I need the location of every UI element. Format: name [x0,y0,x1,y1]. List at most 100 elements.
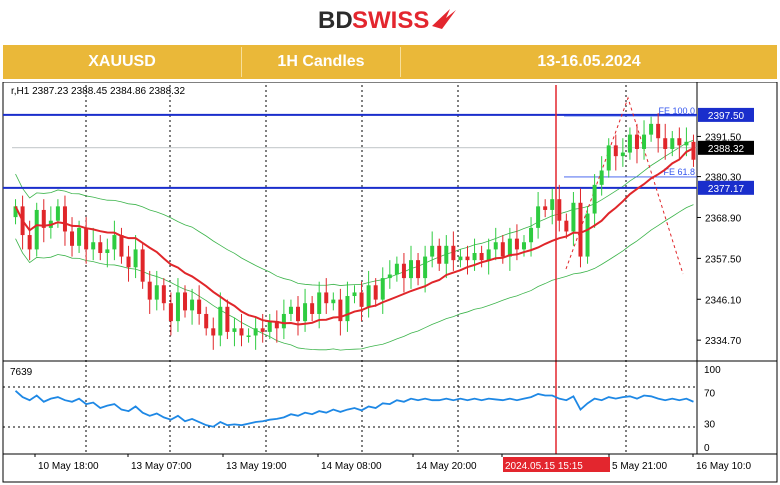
time-highlight [503,457,610,472]
candle-body [232,328,237,332]
candle-body [571,202,576,232]
indicator-tick-label: 70 [704,388,716,399]
candle-body [13,206,18,218]
time-label: 13 May 19:00 [226,461,287,472]
fib-label: FE 100.0 [658,106,695,116]
brand-logo-arrow-icon [432,9,456,29]
candle-body [416,260,421,279]
candle-body [465,256,470,261]
candle-body [634,134,639,149]
candle-body [41,209,46,228]
price-tick-label: 2380.30 [705,173,742,184]
candle-body [27,235,32,250]
candle-body [366,285,371,307]
level-label: 2397.50 [708,111,745,122]
candle-body [183,292,188,311]
header-divider [400,47,401,77]
candle-body [204,313,209,329]
time-label: 5 May 21:00 [612,461,667,472]
candle-body [218,306,223,336]
candles [13,113,696,350]
price-tick-label: 2368.90 [705,213,742,224]
candle-body [514,238,519,250]
candle-body [352,292,357,297]
candle-body [613,145,618,157]
candle-body [77,227,82,246]
level-tag [698,107,754,122]
candle-body [373,285,378,300]
candle-body [34,209,39,250]
candle-body [98,242,103,253]
candle-body [168,303,173,322]
header-divider [241,47,242,77]
time-label: 2024.05.15 15:15 [505,461,583,472]
candle-body [119,235,124,257]
time-label: 16 May 10:0 [696,461,751,472]
fib-label: FE 61.8 [663,167,695,177]
candle-body [105,249,110,253]
time-label: 14 May 08:00 [321,461,382,472]
candle-body [627,134,632,153]
candle-body [161,285,166,304]
candle-body [458,256,463,261]
candle-body [691,141,696,160]
candle-body [310,303,315,314]
candle-body [281,313,286,329]
brand-logo: BD SWISS [318,7,456,34]
price-tick-label: 2346.10 [705,295,742,306]
candle-body [599,170,604,185]
price-tick-label: 2357.50 [705,254,742,265]
indicator-tick-label: 30 [704,420,716,431]
price-axis: 2391.50 2380.30 2368.90 2357.50 2346.10 2334.… [697,132,742,347]
candle-body [126,256,131,268]
indicator-label: 7639 [10,367,33,378]
candle-body [380,278,385,300]
candle-body [190,299,195,311]
candle-body [493,242,498,250]
indicator-tick-label: 100 [704,365,721,376]
time-label: 13 May 07:00 [131,461,192,472]
candle-body [500,242,505,257]
candle-body [677,138,682,146]
symbol-label: XAUUSD [88,53,156,70]
candle-body [670,138,675,149]
candle-body [557,199,562,221]
candle-body [408,260,413,279]
candle-body [684,141,689,146]
price-tick-label: 2391.50 [705,132,742,143]
candle-body [338,299,343,322]
candle-body [267,321,272,332]
time-label: 14 May 20:00 [416,461,477,472]
indicator-tick-label: 0 [704,443,710,454]
level-label: 2377.17 [708,184,745,195]
date-range-label: 13-16.05.2024 [537,53,641,70]
candle-body [91,242,96,250]
candle-body [592,184,597,214]
price-chart[interactable]: 2397.50 2377.17 2388.32 FE 100.0 FE 61.8 23… [0,82,780,485]
level-tag [698,180,754,195]
candle-body [55,206,60,221]
candle-body [564,220,569,232]
candle-body [387,274,392,279]
candle-body [296,306,301,322]
current-price-label: 2388.32 [708,144,745,155]
candle-body [260,328,265,332]
candle-body [211,328,216,336]
fib-path [565,96,684,275]
candle-body [663,138,668,149]
candle-body [359,292,364,307]
candle-body [620,152,625,157]
current-price-tag [698,140,754,155]
candle-body [324,292,329,304]
brand-logo-bd: BD [318,7,353,34]
candle-body [288,306,293,314]
moving-average [14,147,694,326]
candle-body [197,299,202,314]
candle-body [536,206,541,228]
candle-body [521,242,526,250]
candle-body [239,328,244,336]
time-axis: 10 May 18:00 13 May 07:00 13 May 19:00 14 M… [3,453,777,472]
candle-body [62,206,67,232]
candle-body [112,235,117,250]
candle-body [246,335,251,337]
